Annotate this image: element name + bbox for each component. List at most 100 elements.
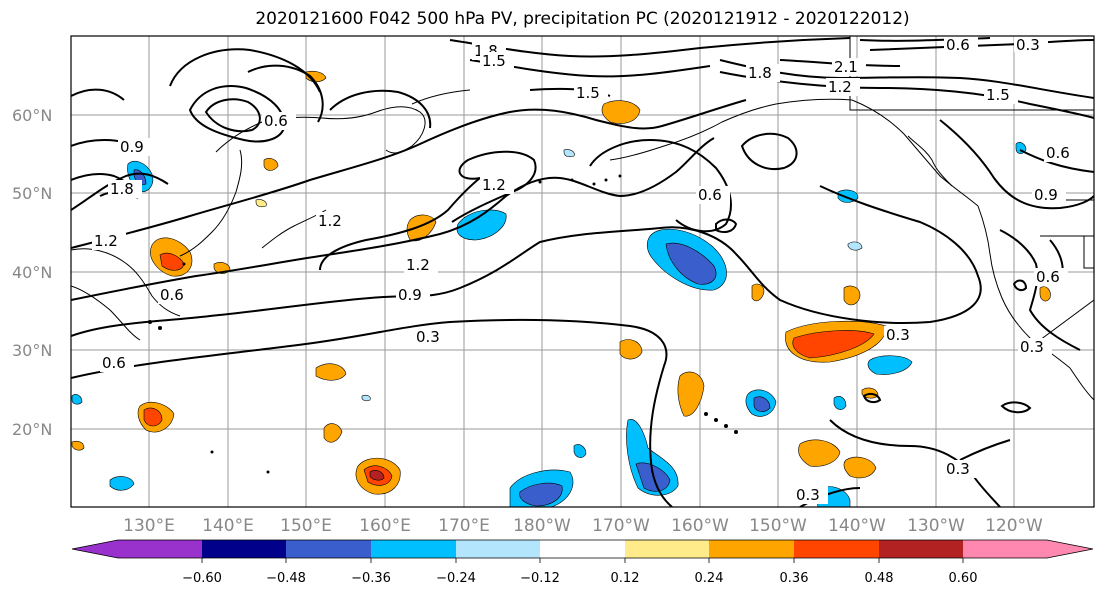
colorbar-tick-label: 0.36 xyxy=(780,571,809,586)
colorbar-tick-label: 0.60 xyxy=(949,571,978,586)
precip-blob xyxy=(573,444,587,458)
colorbar-outline xyxy=(71,539,1094,559)
longitude-axis: 130°E 140°E 150°E 160°E 170°E 180°W 170°… xyxy=(123,516,1043,536)
colorbar-extend-max xyxy=(1047,540,1093,558)
lon-label: 140°W xyxy=(828,516,886,536)
colorbar-segment xyxy=(625,540,709,558)
colorbar-segment xyxy=(371,540,456,558)
lat-label: 60°N xyxy=(12,106,52,125)
contour-label: 1.5 xyxy=(986,86,1010,104)
contour-label: 0.6 xyxy=(1046,144,1070,162)
precip-blob xyxy=(833,396,847,410)
precip-blob xyxy=(519,482,563,507)
lon-label: 180°W xyxy=(513,516,571,536)
precip-blob xyxy=(369,470,385,481)
colorbar-segment xyxy=(709,540,794,558)
contour-label: 0.9 xyxy=(120,138,144,156)
precip-blob xyxy=(619,339,643,360)
lon-label: 130°W xyxy=(907,516,965,536)
lon-label: 150°E xyxy=(280,516,332,536)
map-frame xyxy=(70,35,1095,508)
colorbar: −0.60 −0.48 −0.36 −0.24 −0.12 0.12 0.24 … xyxy=(71,539,1094,586)
precip-blob xyxy=(601,100,641,124)
precip-blob xyxy=(847,241,863,251)
precip-blob xyxy=(843,456,877,479)
lon-label: 120°W xyxy=(985,516,1043,536)
contour-label: 0.3 xyxy=(886,326,910,344)
contour-label: 0.3 xyxy=(796,486,820,504)
contour-label-group: 1.8 1.5 1.2 0.9 1.2 0.6 1.2 0.6 0.9 0.3 … xyxy=(92,36,1078,504)
colorbar-tick-label: 0.12 xyxy=(611,571,640,586)
precip-blob xyxy=(255,199,267,208)
precip-blob xyxy=(71,440,85,451)
precip-blob xyxy=(563,149,575,158)
contour-label: 1.2 xyxy=(318,212,342,230)
contour-label: 0.6 xyxy=(698,186,722,204)
colorbar-tick-label: −0.12 xyxy=(520,571,560,586)
contour-label: 1.2 xyxy=(482,176,506,194)
precip-blob xyxy=(263,158,279,171)
colorbar-segment xyxy=(540,540,625,558)
contour-label: 1.2 xyxy=(828,78,852,96)
contour-label: 0.6 xyxy=(102,354,126,372)
contour-label: 0.9 xyxy=(1034,186,1058,204)
precip-blob xyxy=(665,242,717,285)
contour-label: 1.5 xyxy=(576,84,600,102)
precip-blob xyxy=(792,330,875,359)
contour-label: 0.3 xyxy=(946,460,970,478)
precip-blob xyxy=(456,209,507,241)
colorbar-tick-label: −0.36 xyxy=(351,571,391,586)
contour-label: 1.8 xyxy=(748,64,772,82)
contour-label: 1.5 xyxy=(482,52,506,70)
lon-label: 170°W xyxy=(592,516,650,536)
contour-label: 0.6 xyxy=(264,112,288,130)
colorbar-segment xyxy=(794,540,879,558)
precip-blob xyxy=(798,439,841,467)
colorbar-segment xyxy=(202,540,286,558)
colorbar-tick-label: −0.24 xyxy=(436,571,476,586)
contour-label: 0.6 xyxy=(1036,268,1060,286)
colorbar-tick-label: 0.48 xyxy=(865,571,894,586)
contour-label: 2.1 xyxy=(834,58,858,76)
lon-label: 170°E xyxy=(438,516,490,536)
colorbar-segment xyxy=(963,540,1047,558)
colorbar-segment xyxy=(118,540,202,558)
contour-label: 0.3 xyxy=(1020,338,1044,356)
contour-label: 0.9 xyxy=(398,286,422,304)
colorbar-segment xyxy=(456,540,540,558)
precip-blob xyxy=(143,407,163,427)
lat-label: 50°N xyxy=(12,184,52,203)
colorbar-extend-min xyxy=(72,540,118,558)
contour-label: 0.6 xyxy=(160,286,184,304)
precipitation-fills xyxy=(71,70,1051,507)
precip-blob xyxy=(753,396,771,412)
colorbar-tick-label: −0.60 xyxy=(182,571,222,586)
precip-blob xyxy=(109,476,135,491)
colorbar-segment xyxy=(286,540,371,558)
lat-label: 30°N xyxy=(12,341,52,360)
precip-blob xyxy=(843,285,861,306)
pv-contours xyxy=(71,37,1094,507)
colorbar-tick-label: −0.48 xyxy=(266,571,306,586)
latitude-axis: 60°N 50°N 40°N 30°N 20°N xyxy=(12,106,52,439)
map-title: 2020121600 F042 500 hPa PV, precipitatio… xyxy=(255,9,910,29)
contour-label: 0.3 xyxy=(1016,36,1040,54)
precip-blob xyxy=(751,283,765,302)
lon-label: 160°E xyxy=(359,516,411,536)
lat-label: 40°N xyxy=(12,263,52,282)
precip-blob xyxy=(677,371,705,417)
precip-blob xyxy=(361,394,371,402)
precip-blob xyxy=(323,423,343,443)
precip-blob xyxy=(315,363,347,381)
lon-label: 160°W xyxy=(671,516,729,536)
islands xyxy=(148,174,738,474)
lon-label: 140°E xyxy=(202,516,254,536)
lon-label: 150°W xyxy=(749,516,807,536)
contour-label: 1.2 xyxy=(94,232,118,250)
precip-blob xyxy=(1039,286,1051,302)
colorbar-segment xyxy=(879,540,963,558)
lon-label: 130°E xyxy=(123,516,175,536)
precip-blob xyxy=(867,355,913,375)
contour-label: 0.3 xyxy=(416,328,440,346)
